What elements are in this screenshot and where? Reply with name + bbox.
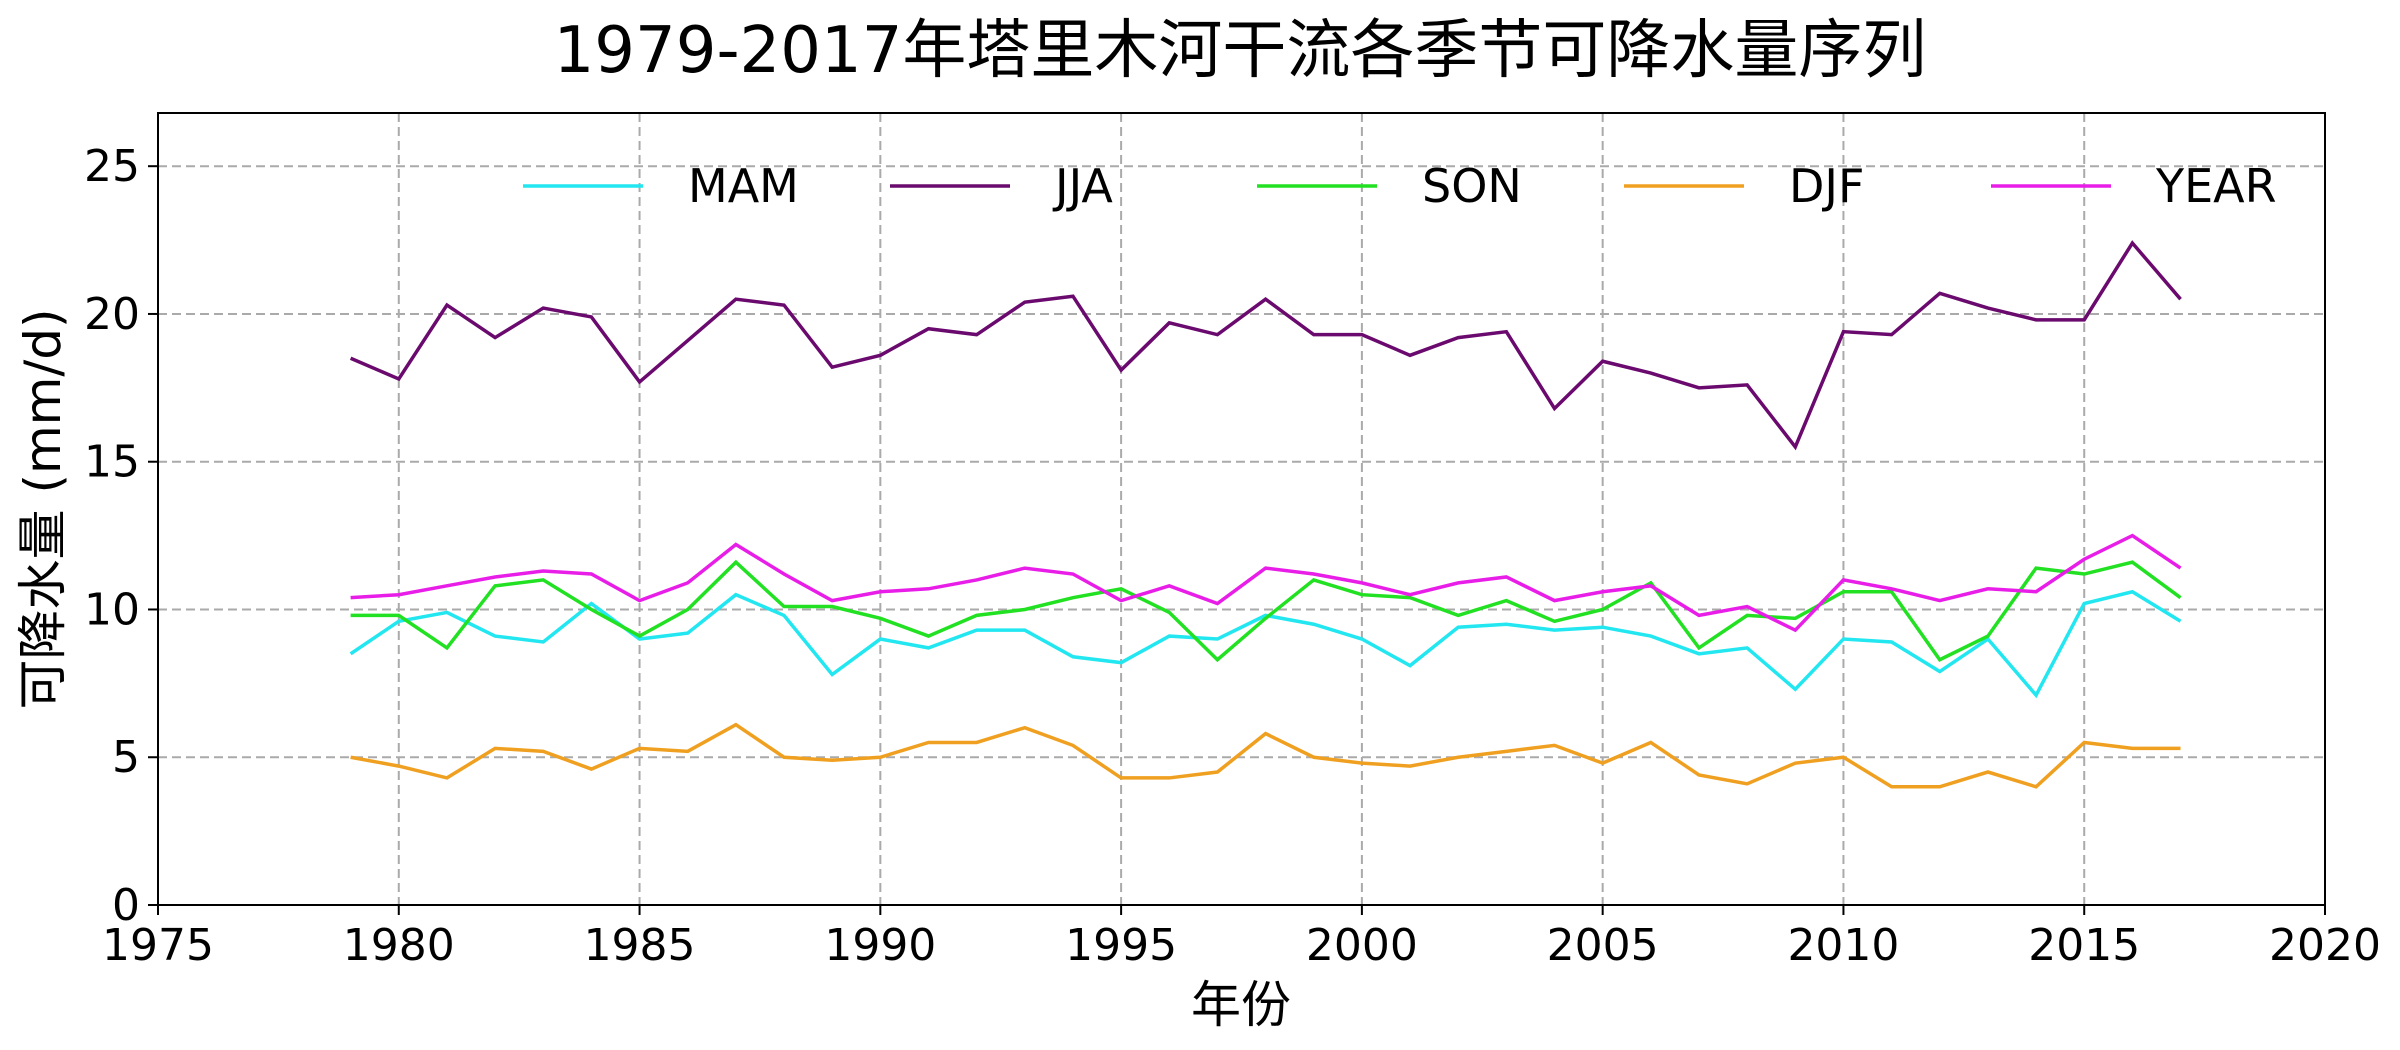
x-tick-label: 1985 — [584, 920, 696, 971]
series-lines — [349, 240, 2182, 789]
y-tick-label: 15 — [84, 437, 140, 488]
legend-label: JJA — [1052, 159, 1113, 213]
chart-title: 1979-2017年塔里木河干流各季节可降水量序列 — [554, 14, 1927, 88]
x-tick-label: 1995 — [1065, 920, 1177, 971]
legend-label: SON — [1422, 159, 1522, 213]
x-axis: 1975 1980 1985 1990 1995 2000 2005 2010 2015 2020 — [102, 905, 2381, 971]
series-line-mam — [349, 589, 2182, 699]
grid — [157, 113, 2326, 905]
x-tick-label: 2020 — [2269, 920, 2381, 971]
plot-frame — [157, 112, 2326, 906]
legend-label: MAM — [688, 159, 799, 213]
y-axis: 0 5 10 15 20 25 — [84, 141, 158, 931]
legend-item-djf: DJF — [1624, 159, 1864, 213]
y-tick-label: 25 — [84, 141, 140, 192]
legend: MAM JJA SON DJF YEAR — [523, 159, 2277, 213]
legend-label: YEAR — [2155, 159, 2277, 213]
x-tick-label: 1980 — [343, 920, 455, 971]
series-line-year — [350, 533, 2182, 633]
series-line-jja — [349, 240, 2182, 451]
legend-label: DJF — [1789, 159, 1864, 213]
x-axis-label: 年份 — [1191, 976, 1291, 1034]
x-tick-label: 2015 — [2028, 920, 2140, 971]
x-tick-label: 2005 — [1547, 920, 1659, 971]
x-tick-label: 2000 — [1306, 920, 1418, 971]
series-line-djf — [350, 722, 2181, 789]
x-tick-label: 1975 — [102, 920, 214, 971]
x-tick-label: 2010 — [1787, 920, 1899, 971]
series-line-son — [350, 559, 2182, 663]
legend-item-jja: JJA — [890, 159, 1113, 213]
y-tick-label: 20 — [84, 289, 140, 340]
legend-item-year: YEAR — [1991, 159, 2277, 213]
x-tick-label: 1990 — [824, 920, 936, 971]
legend-item-mam: MAM — [523, 159, 799, 213]
y-tick-label: 0 — [112, 880, 140, 931]
legend-item-son: SON — [1257, 159, 1522, 213]
y-axis-label: 可降水量 (mm/d) — [14, 309, 72, 710]
y-tick-label: 5 — [112, 732, 140, 783]
y-tick-label: 10 — [84, 584, 140, 635]
